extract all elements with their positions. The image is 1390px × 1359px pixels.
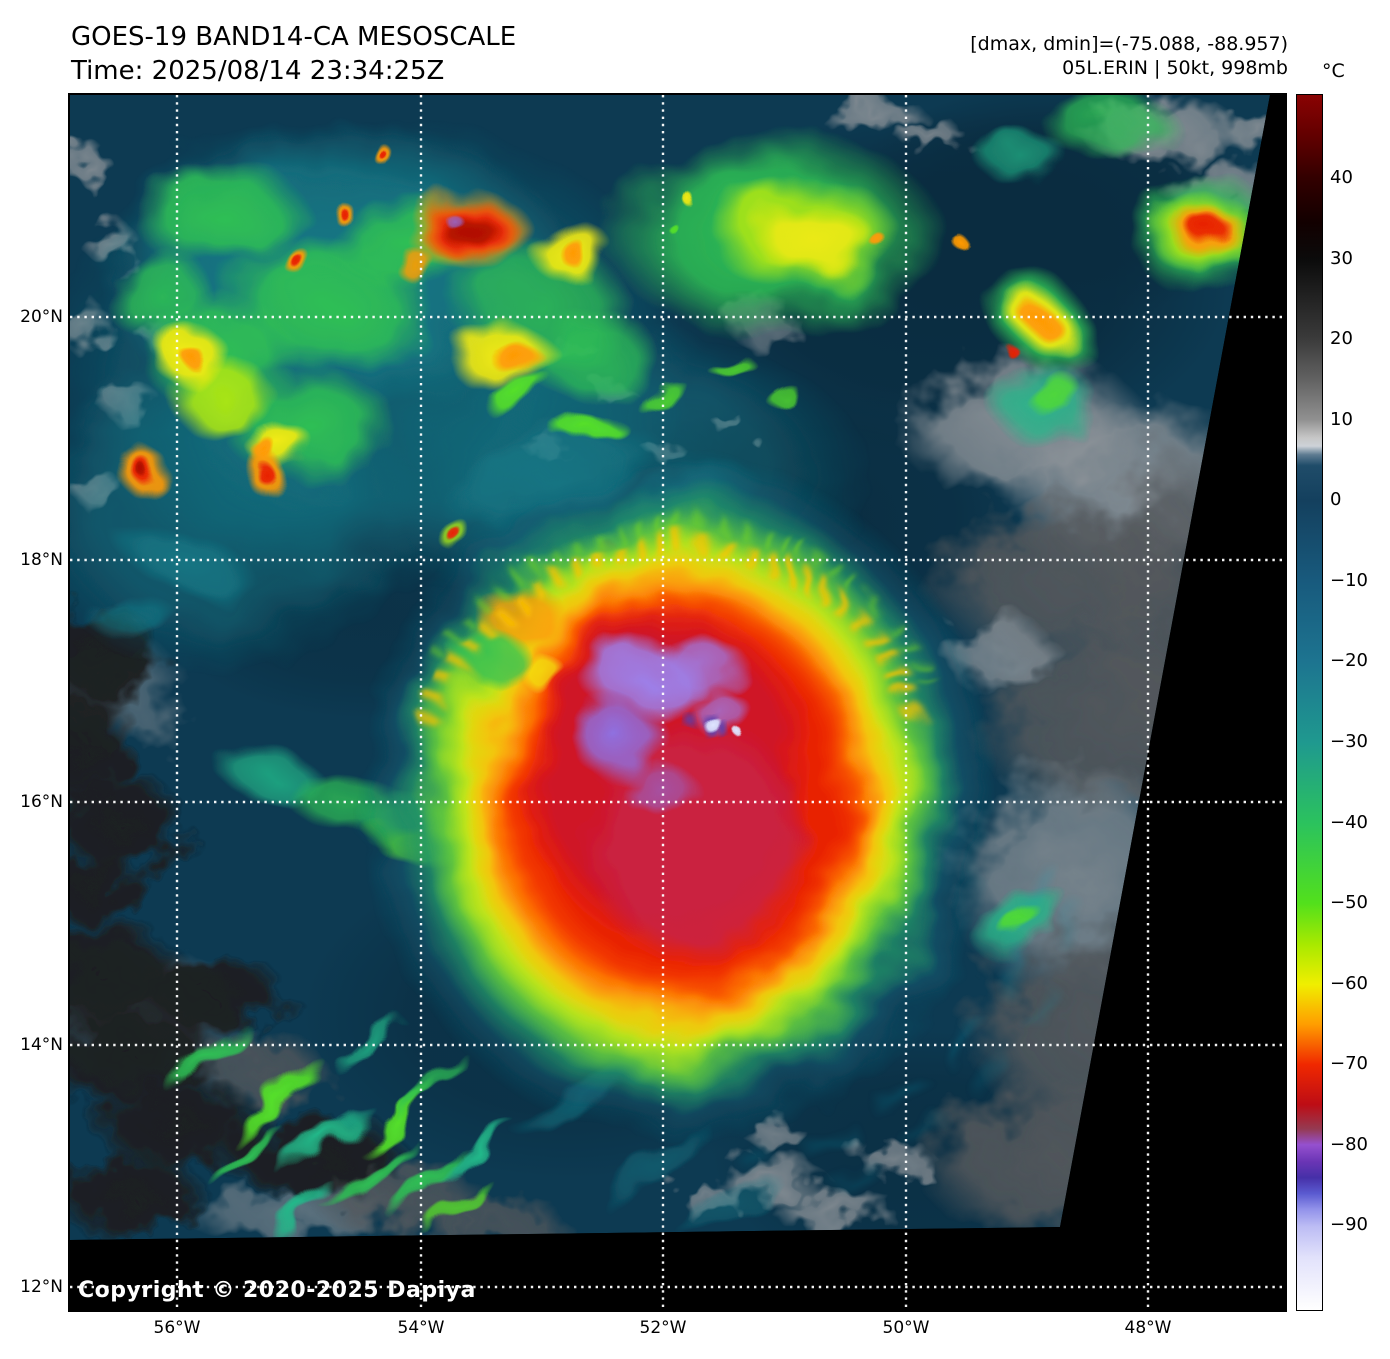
colorbar bbox=[1296, 94, 1323, 1311]
title-block: GOES-19 BAND14-CA MESOSCALE Time: 2025/0… bbox=[71, 20, 516, 88]
page-title: GOES-19 BAND14-CA MESOSCALE bbox=[71, 22, 517, 52]
colorbar-tick-label: 10 bbox=[1330, 408, 1353, 430]
outflow-arc bbox=[741, 860, 1046, 1165]
colorbar-tick-label: −70 bbox=[1330, 1053, 1368, 1075]
colorbar-tick-label: −50 bbox=[1330, 892, 1368, 914]
lon-tick-label: 56°W bbox=[153, 1318, 201, 1338]
lon-tick-label: 52°W bbox=[639, 1318, 687, 1338]
lat-tick-label: 12°N bbox=[20, 1277, 63, 1297]
colorbar-tick-label: −60 bbox=[1330, 972, 1368, 994]
lon-tick-label: 48°W bbox=[1124, 1318, 1172, 1338]
satellite-image bbox=[70, 95, 1285, 1310]
colorbar-tick-label: 20 bbox=[1330, 328, 1353, 350]
hurricane-cold-tops bbox=[572, 635, 750, 816]
no-data-region bbox=[70, 95, 1285, 1310]
storm-info: 05L.ERIN | 50kt, 998mb bbox=[1062, 57, 1288, 79]
lon-tick-label: 50°W bbox=[882, 1318, 930, 1338]
colorbar-tick-label: −40 bbox=[1330, 811, 1368, 833]
cloud-field bbox=[70, 95, 1270, 1239]
meta-block: [dmax, dmin]=(-75.088, -88.957) 05L.ERIN… bbox=[970, 32, 1288, 80]
colorbar-tick-label: 40 bbox=[1330, 167, 1353, 188]
colorbar-tick-label: 30 bbox=[1330, 247, 1353, 269]
graticule bbox=[70, 95, 1285, 1310]
dmax-dmin-readout: [dmax, dmin]=(-75.088, -88.957) bbox=[970, 33, 1288, 55]
hurricane bbox=[358, 452, 1083, 1191]
colorbar-unit-label: °C bbox=[1322, 60, 1345, 82]
lat-tick-label: 18°N bbox=[20, 550, 63, 570]
lat-tick-label: 16°N bbox=[20, 792, 63, 812]
hurricane-eye-speck bbox=[697, 716, 723, 728]
timestamp: Time: 2025/08/14 23:34:25Z bbox=[71, 56, 445, 86]
colorbar-tick-label: −80 bbox=[1330, 1133, 1368, 1155]
lat-tick-label: 20°N bbox=[20, 307, 63, 327]
dark-cloud-field bbox=[70, 605, 570, 1240]
lon-tick-label: 54°W bbox=[397, 1318, 445, 1338]
colorbar-tick-label: −30 bbox=[1330, 730, 1368, 752]
satellite-map: Copyright © 2020-2025 Dapiya bbox=[68, 93, 1287, 1312]
colorbar-tick-label: −10 bbox=[1330, 569, 1368, 591]
colorbar-tick-label: 0 bbox=[1330, 489, 1342, 511]
lat-tick-label: 14°N bbox=[20, 1035, 63, 1055]
colorbar-tick-label: −90 bbox=[1330, 1214, 1368, 1236]
colorbar-tick-label: −20 bbox=[1330, 650, 1368, 672]
gravity-wave-banding bbox=[423, 534, 933, 735]
copyright-text: Copyright © 2020-2025 Dapiya bbox=[78, 1278, 476, 1303]
